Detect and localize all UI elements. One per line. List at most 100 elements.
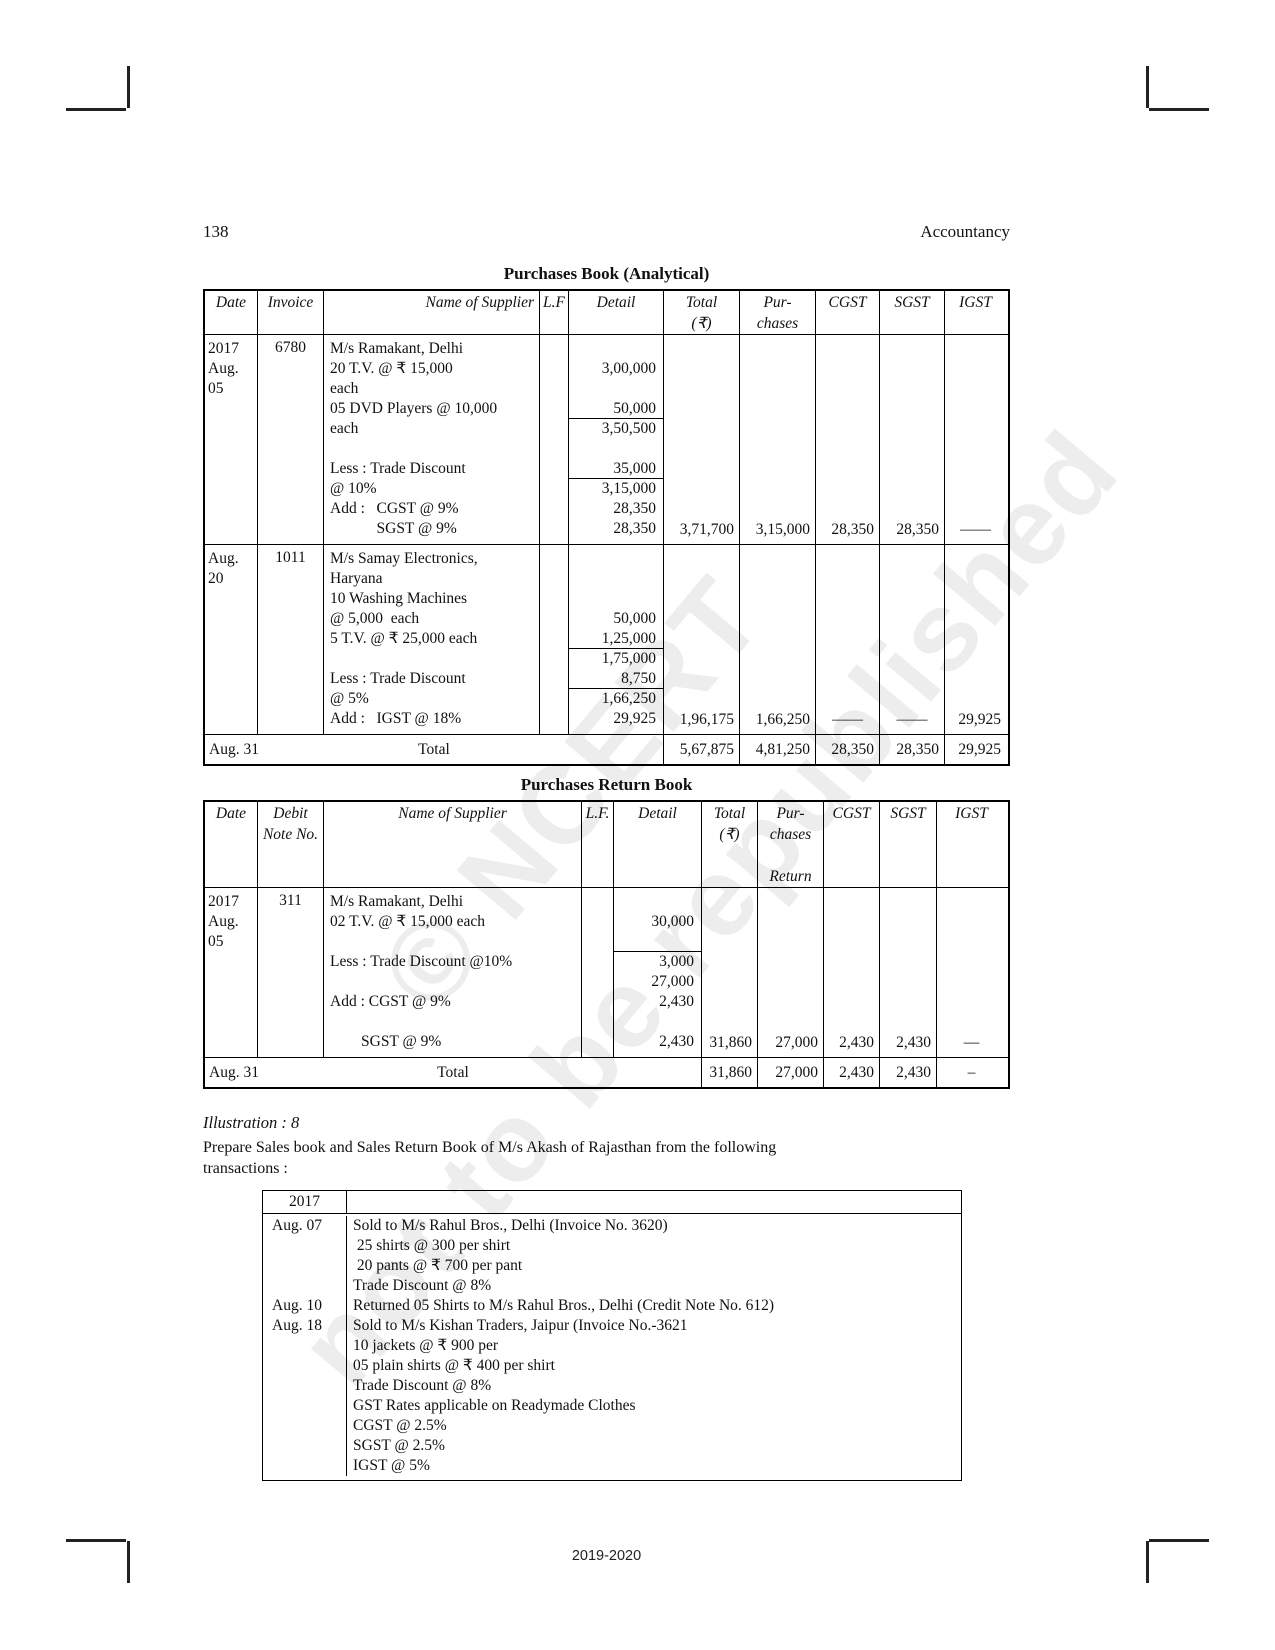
illustration-intro: Prepare Sales book and Sales Return Book… [203,1137,1010,1179]
header-invoice: Invoice [258,291,324,334]
total-date: Aug. 31 [209,1063,259,1081]
crop-mark [127,1541,130,1583]
cgst-cell: —— [816,545,880,734]
supplier-line: SGST @ 9% [330,520,457,537]
cgst-cell: 2,430 [824,888,880,1057]
purchases-book-table: Date Invoice Name of Supplier L.F Detail… [203,289,1010,766]
sgst-cell: 2,430 [880,1058,937,1087]
header-igst: IGST [955,805,988,822]
transaction-text: Sold to M/s Kishan Traders, Jaipur (Invo… [353,1317,688,1334]
igst-value: 29,925 [958,740,1001,758]
detail-line [614,1012,701,1032]
supplier-line [330,972,581,992]
header-date: Date [205,802,258,887]
sgst-value: 28,350 [896,740,939,758]
transaction-text: 10 jackets @ ₹ 900 per [353,1337,499,1354]
supplier-cell: M/s Ramakant, Delhi 20 T.V. @ ₹ 15,000 eac… [324,335,540,544]
total-cell: 1,96,175 [664,545,740,734]
transaction-date [263,1256,346,1276]
transaction-text: 05 plain shirts @ ₹ 400 per shirt [353,1357,555,1374]
detail-line [569,589,663,609]
detail-line: 3,00,000 [601,360,656,377]
detail-line: 50,000 [613,610,656,627]
transactions-body: Aug. 07 Aug. 10 Aug. 18 Sold to M/s Rahul … [263,1214,961,1480]
cgst-cell: 2,430 [824,1058,880,1087]
running-header: 138 Accountancy [203,222,1010,242]
sgst-cell: 28,350 [880,735,945,764]
total-cell: 3,71,700 [664,335,740,544]
supplier-line: Less : Trade Discount [330,670,466,687]
total-cell: 31,860 [702,1058,758,1087]
crop-mark [1149,108,1209,111]
supplier-line: Add : CGST @ 9% [330,500,459,517]
illustration-intro-line: transactions : [203,1160,288,1177]
page-number: 138 [203,222,229,241]
total-cell: 31,860 [702,888,758,1057]
purchases-value: 1,66,250 [755,711,810,728]
lf-cell [540,545,569,734]
supplier-line [330,439,539,459]
total-label-cell: Aug. 31 Total [205,1058,702,1087]
detail-line [614,892,701,912]
supplier-line: each [330,420,359,437]
returns-book-header-row: Date Debit Note No. Name of Supplier L.F… [205,802,1008,888]
igst-value: — [963,1034,980,1051]
debit-note-cell: 311 [258,888,324,1057]
header-cgst: CGST [824,802,880,887]
igst-cell: — [937,888,1006,1057]
transaction-date [263,1436,346,1456]
total-date: Aug. 31 [209,740,259,758]
detail-cell: 50,000 1,25,000 1,75,000 8,750 1,66,250 29,92… [569,545,664,734]
header-purchases: Pur- chases [740,291,816,334]
header-detail: Detail [614,802,702,887]
cgst-value: 28,350 [831,521,874,538]
transaction-date [263,1396,346,1416]
supplier-line: Add : CGST @ 9% [330,993,451,1010]
transaction-date [263,1356,346,1376]
purchases-return-value: 27,000 [775,1063,818,1081]
detail-line: 30,000 [651,913,694,930]
purchases-return-value: 27,000 [775,1034,818,1051]
sgst-value: 28,350 [896,521,939,538]
igst-value: 29,925 [958,711,1001,728]
igst-value: —— [960,521,991,538]
igst-cell: – [937,1058,1006,1087]
supplier-line: @ 10% [330,480,377,497]
header-detail: Detail [569,291,664,334]
illustration-heading: Illustration : 8 [203,1113,300,1132]
supplier-line [330,932,581,952]
supplier-line: @ 5% [330,690,369,707]
year-row-spacer [347,1191,961,1213]
transaction-text: 20 pants @ ₹ 700 per pant [353,1257,523,1274]
cgst-cell: 28,350 [816,735,880,764]
purchases-row: 2017 Aug. 05 6780 M/s Ramakant, Delhi 20 … [205,335,1008,545]
transaction-date: Aug. 07 [272,1217,322,1234]
purchases-total-row: Aug. 31 Total 5,67,875 4,81,250 28,350 2… [205,735,1008,764]
supplier-line: 5 T.V. @ ₹ 25,000 each [330,630,478,647]
detail-line: 50,000 [569,399,663,419]
header-date: Date [205,291,258,334]
supplier-line: @ 5,000 each [330,610,420,627]
total-value: 31,860 [709,1063,752,1081]
date-cell: 2017 Aug. 05 [205,888,258,1057]
purchases-cell: 4,81,250 [740,735,816,764]
igst-cell: —— [945,335,1006,544]
transaction-text: Returned 05 Shirts to M/s Rahul Bros., D… [353,1297,775,1314]
detail-line: 3,000 [659,953,694,970]
transaction-text: 25 shirts @ 300 per shirt [353,1237,511,1254]
detail-line: 29,925 [613,710,656,727]
igst-value: – [967,1063,976,1081]
transaction-date [263,1456,346,1476]
transaction-date [263,1276,346,1296]
transaction-text: Trade Discount @ 8% [353,1377,492,1394]
purchases-value: 4,81,250 [755,740,810,758]
supplier-line: 20 T.V. @ ₹ 15,000 [330,360,453,377]
detail-line: 35,000 [569,459,663,479]
crop-mark [1149,1539,1209,1542]
transaction-date: Aug. 10 [272,1297,322,1314]
transaction-text: GST Rates applicable on Readymade Clothe… [353,1397,636,1414]
transactions-year-row: 2017 [263,1191,961,1214]
supplier-cell: M/s Ramakant, Delhi 02 T.V. @ ₹ 15,000 ea… [324,888,582,1057]
purchases-row: Aug. 20 1011 M/s Samay Electronics, Harya… [205,545,1008,735]
